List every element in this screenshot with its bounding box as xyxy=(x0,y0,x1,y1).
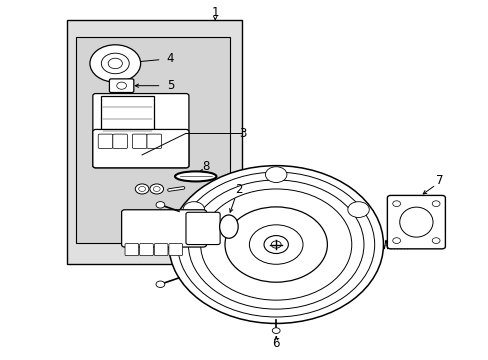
FancyBboxPatch shape xyxy=(386,195,445,249)
Circle shape xyxy=(139,186,145,192)
Bar xyxy=(76,37,229,243)
Circle shape xyxy=(101,53,129,74)
Circle shape xyxy=(156,202,164,208)
Text: 4: 4 xyxy=(166,52,174,65)
Circle shape xyxy=(272,328,280,333)
Circle shape xyxy=(271,241,281,248)
FancyBboxPatch shape xyxy=(140,243,153,256)
FancyBboxPatch shape xyxy=(125,243,139,256)
FancyBboxPatch shape xyxy=(147,134,161,148)
FancyBboxPatch shape xyxy=(93,130,188,168)
Circle shape xyxy=(431,201,439,207)
FancyBboxPatch shape xyxy=(98,134,113,148)
Circle shape xyxy=(168,166,383,323)
Text: 2: 2 xyxy=(234,183,242,196)
Text: 8: 8 xyxy=(202,160,209,173)
Circle shape xyxy=(108,58,122,69)
FancyBboxPatch shape xyxy=(101,96,154,142)
FancyBboxPatch shape xyxy=(132,134,147,148)
Text: 6: 6 xyxy=(272,337,279,350)
Text: 1: 1 xyxy=(211,6,219,19)
Ellipse shape xyxy=(399,207,432,237)
Circle shape xyxy=(224,207,327,282)
FancyBboxPatch shape xyxy=(109,79,134,93)
Circle shape xyxy=(117,82,126,89)
Ellipse shape xyxy=(219,215,238,238)
Circle shape xyxy=(249,225,303,264)
Circle shape xyxy=(431,238,439,243)
Circle shape xyxy=(392,238,400,243)
Circle shape xyxy=(347,202,368,217)
Circle shape xyxy=(392,201,400,207)
Circle shape xyxy=(153,186,160,192)
FancyBboxPatch shape xyxy=(154,243,167,256)
Text: 7: 7 xyxy=(435,174,443,186)
Circle shape xyxy=(183,202,204,217)
Circle shape xyxy=(90,45,141,82)
Circle shape xyxy=(177,172,374,317)
FancyBboxPatch shape xyxy=(122,210,206,247)
FancyBboxPatch shape xyxy=(168,243,182,256)
FancyBboxPatch shape xyxy=(93,94,188,168)
Text: 5: 5 xyxy=(166,79,174,92)
Ellipse shape xyxy=(175,171,216,181)
Circle shape xyxy=(156,281,164,288)
Circle shape xyxy=(264,235,288,253)
Circle shape xyxy=(188,180,363,309)
Circle shape xyxy=(200,189,351,300)
Circle shape xyxy=(135,184,149,194)
FancyBboxPatch shape xyxy=(113,134,127,148)
Bar xyxy=(66,21,242,264)
Circle shape xyxy=(150,184,163,194)
FancyBboxPatch shape xyxy=(185,212,220,244)
Text: 3: 3 xyxy=(239,127,246,140)
Circle shape xyxy=(265,167,286,183)
